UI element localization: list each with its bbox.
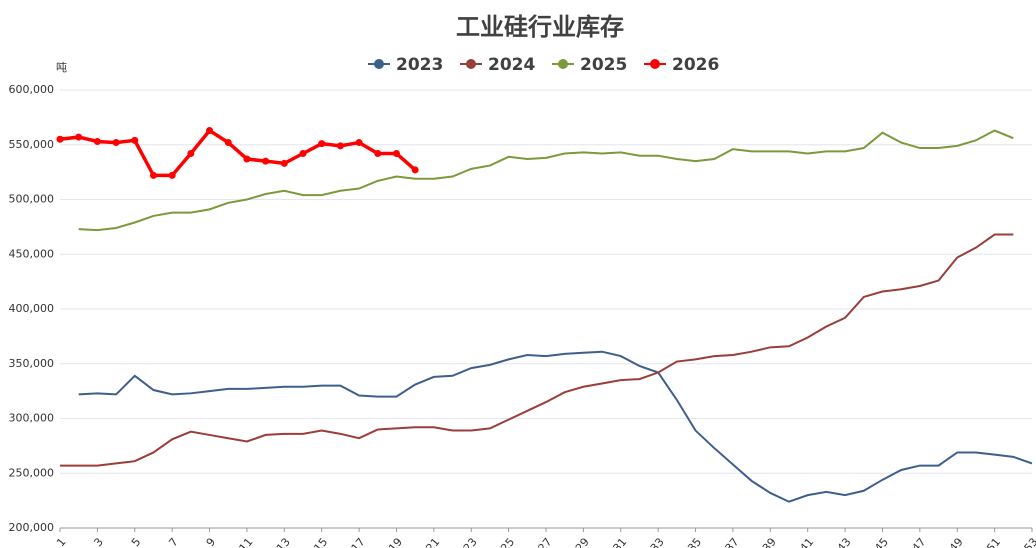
x-tick-label: 7 [166, 536, 180, 548]
x-tick-label: 21 [423, 536, 442, 548]
point [168, 171, 176, 179]
y-tick-label: 600,000 [9, 83, 55, 96]
x-tick-label: 1 [54, 536, 68, 548]
x-tick-label: 51 [984, 536, 1003, 548]
legend-marker [650, 59, 660, 69]
point [355, 139, 363, 147]
y-tick-label: 450,000 [9, 247, 55, 260]
x-tick-label: 29 [573, 536, 592, 548]
y-tick-label: 400,000 [9, 302, 55, 315]
y-tick-label: 550,000 [9, 138, 55, 151]
point [224, 139, 232, 147]
point [318, 140, 326, 148]
point [112, 139, 120, 147]
legend-label: 2026 [672, 55, 719, 75]
x-tick-label: 53 [1022, 536, 1036, 548]
point [75, 133, 83, 141]
x-tick-label: 33 [648, 536, 667, 548]
series-line [59, 128, 417, 178]
legend-label: 2023 [396, 55, 443, 75]
x-tick-label: 31 [610, 536, 629, 548]
x-tick-label: 37 [723, 536, 742, 548]
x-tick-label: 27 [536, 536, 555, 548]
x-tick-label: 35 [685, 536, 704, 548]
y-tick-label: 200,000 [9, 521, 55, 534]
series-line [60, 233, 1014, 467]
point [299, 150, 307, 158]
point [206, 127, 214, 135]
x-tick-label: 17 [349, 536, 368, 548]
x-tick-label: 25 [498, 536, 517, 548]
y-tick-label: 500,000 [9, 193, 55, 206]
point [411, 166, 419, 174]
point [187, 150, 195, 158]
point [280, 159, 288, 167]
point [56, 135, 64, 143]
x-tick-label: 13 [274, 536, 293, 548]
x-tick-label: 39 [760, 536, 779, 548]
y-tick-label: 250,000 [9, 466, 55, 479]
point [93, 137, 101, 145]
x-tick-label: 45 [872, 536, 891, 548]
point [149, 171, 157, 179]
chart-title: 工业硅行业库存 [456, 13, 624, 41]
point [262, 157, 270, 165]
legend-label: 2024 [488, 55, 535, 75]
point [374, 150, 382, 158]
x-tick-label: 5 [129, 536, 143, 548]
x-tick-label: 41 [797, 536, 816, 548]
y-unit: 吨 [56, 61, 67, 74]
point [131, 136, 139, 144]
legend-marker [466, 59, 476, 69]
x-tick-label: 49 [947, 536, 966, 548]
x-tick-label: 19 [386, 536, 405, 548]
legend-marker [374, 59, 384, 69]
y-tick-label: 350,000 [9, 357, 55, 370]
point [243, 155, 251, 163]
x-tick-label: 11 [237, 536, 256, 548]
x-tick-label: 47 [909, 536, 928, 548]
x-tick-label: 9 [204, 536, 218, 548]
x-tick-label: 3 [92, 536, 106, 548]
series-line [78, 350, 1033, 503]
point [336, 142, 344, 150]
x-tick-label: 43 [835, 536, 854, 548]
legend-label: 2025 [580, 55, 627, 75]
series-line [78, 129, 1014, 232]
x-tick-label: 23 [461, 536, 480, 548]
x-tick-label: 15 [311, 536, 330, 548]
legend-marker [558, 59, 568, 69]
point [392, 150, 400, 158]
y-tick-label: 300,000 [9, 412, 55, 425]
